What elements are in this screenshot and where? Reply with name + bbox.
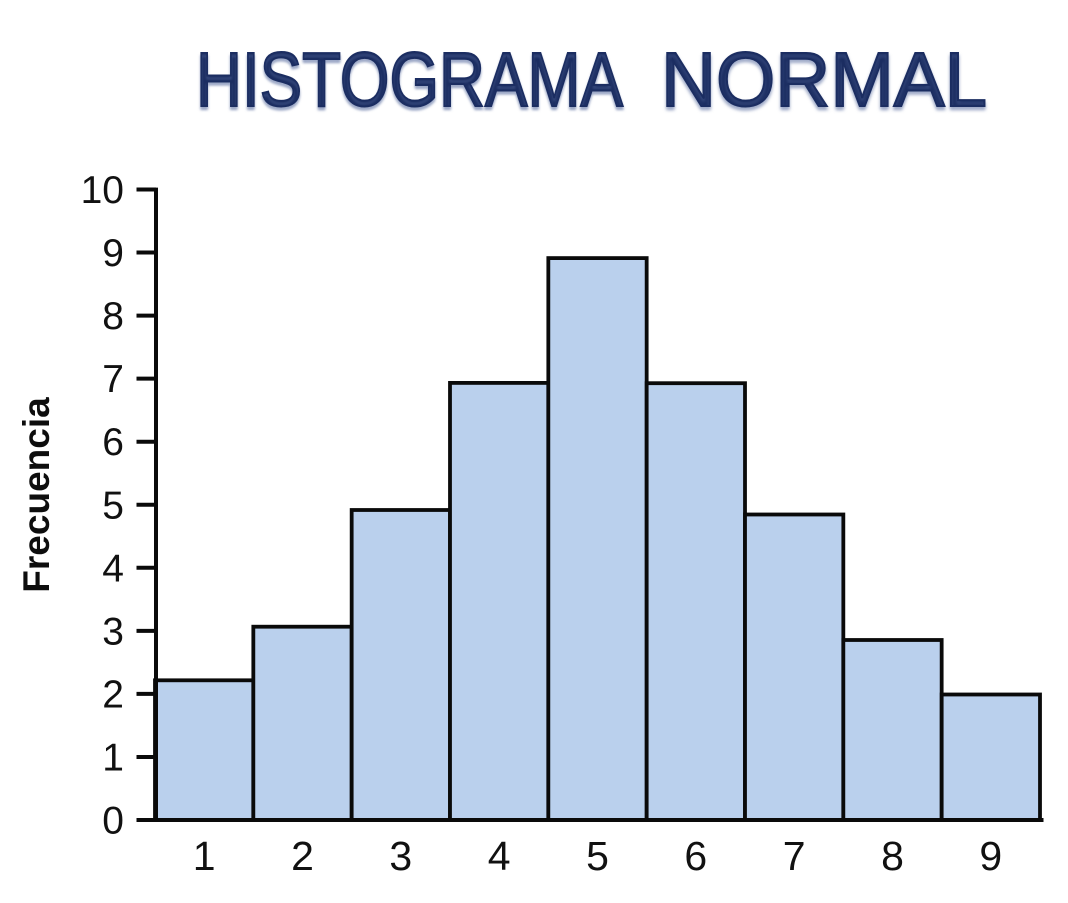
svg-text:NORMAL: NORMAL [661, 37, 987, 123]
svg-text:5: 5 [586, 833, 609, 879]
svg-text:6: 6 [684, 833, 707, 879]
svg-text:9: 9 [102, 232, 124, 275]
svg-text:7: 7 [102, 358, 124, 401]
svg-text:2: 2 [291, 833, 314, 879]
svg-text:10: 10 [81, 169, 124, 212]
svg-text:7: 7 [783, 833, 806, 879]
svg-text:1: 1 [193, 833, 216, 879]
svg-text:1: 1 [102, 737, 124, 780]
svg-text:6: 6 [102, 421, 124, 464]
svg-text:3: 3 [102, 610, 124, 653]
svg-text:4: 4 [102, 547, 124, 590]
svg-text:HISTOGRAMA: HISTOGRAMA [196, 37, 624, 123]
svg-text:5: 5 [102, 484, 124, 527]
svg-text:8: 8 [881, 833, 904, 879]
svg-text:2: 2 [102, 674, 124, 717]
svg-text:3: 3 [389, 833, 412, 879]
svg-text:4: 4 [488, 833, 511, 879]
svg-text:Frecuencia: Frecuencia [16, 397, 57, 593]
svg-text:0: 0 [102, 800, 124, 843]
svg-text:8: 8 [102, 295, 124, 338]
svg-text:9: 9 [979, 833, 1002, 879]
